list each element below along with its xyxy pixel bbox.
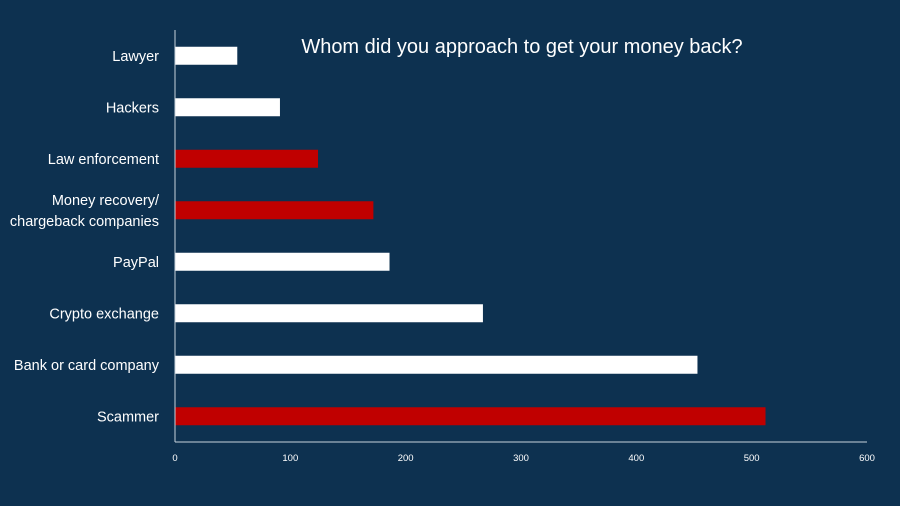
bar-crypto-exchange (175, 304, 483, 323)
bar-lawyer (175, 46, 238, 65)
bar-hackers (175, 98, 280, 117)
category-label: Lawyer (112, 49, 159, 65)
category-label: PayPal (113, 255, 159, 271)
bar-law-enforcement (175, 149, 319, 168)
chart-title: Whom did you approach to get your money … (301, 36, 742, 58)
category-label: Scammer (97, 409, 159, 425)
category-label: Law enforcement (48, 152, 159, 168)
bar-paypal (175, 252, 390, 271)
x-tick-label: 0 (172, 453, 177, 464)
x-tick-label: 600 (859, 453, 875, 464)
x-tick-label: 300 (513, 453, 529, 464)
x-tick-label: 100 (282, 453, 298, 464)
bar-scammer (175, 407, 766, 426)
bar-bank-or-card-company (175, 355, 698, 374)
x-tick-label: 400 (628, 453, 644, 464)
category-label: Crypto exchange (49, 306, 159, 322)
category-label: Money recovery/chargeback companies (10, 193, 160, 230)
bar-money-recovery (175, 201, 374, 220)
x-tick-label: 500 (744, 453, 760, 464)
x-tick-label: 200 (398, 453, 414, 464)
category-label: Hackers (106, 100, 159, 116)
category-label: Bank or card company (14, 358, 160, 374)
